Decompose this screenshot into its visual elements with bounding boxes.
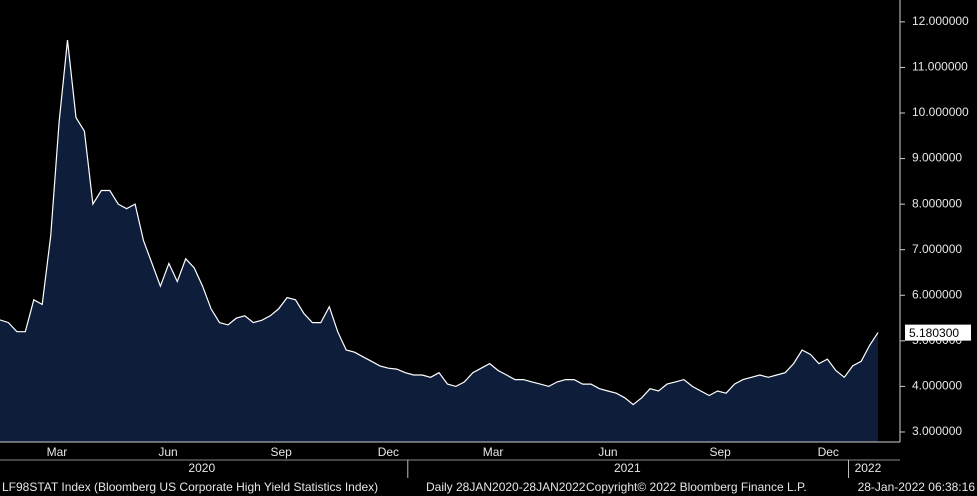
footer-copyright: Copyright© 2022 Bloomberg Finance L.P. <box>586 480 807 494</box>
footer-security: LF98STAT Index (Bloomberg US Corporate H… <box>2 480 378 494</box>
x-tick-label: Mar <box>483 445 504 459</box>
y-tick-label: 9.000000 <box>912 151 962 165</box>
x-tick-label: Dec <box>818 445 839 459</box>
x-tick-label: Mar <box>47 445 68 459</box>
year-label: 2021 <box>614 461 641 475</box>
y-tick-label: 8.000000 <box>912 196 962 210</box>
x-tick-label: Jun <box>158 445 177 459</box>
x-tick-label: Sep <box>709 445 731 459</box>
y-tick-label: 12.000000 <box>912 14 969 28</box>
footer-period: Daily 28JAN2020-28JAN2022 <box>426 480 586 494</box>
y-tick-label: 7.000000 <box>912 242 962 256</box>
area-fill <box>0 40 878 442</box>
y-tick-label: 11.000000 <box>912 60 968 74</box>
x-tick-label: Sep <box>270 445 292 459</box>
y-tick-label: 6.000000 <box>912 287 962 301</box>
x-tick-label: Jun <box>598 445 617 459</box>
series-line <box>0 40 879 406</box>
y-tick-label: 4.000000 <box>912 379 962 393</box>
last-value-label: 5.180300 <box>909 326 959 340</box>
x-tick-label: Dec <box>378 445 399 459</box>
last-value-tag <box>905 324 971 341</box>
year-label: 2022 <box>855 461 882 475</box>
footer-timestamp: 28-Jan-2022 06:38:16 <box>858 480 976 494</box>
year-label: 2020 <box>188 461 215 475</box>
y-tick-label: 10.000000 <box>912 105 969 119</box>
y-tick-label: 3.000000 <box>912 424 962 438</box>
